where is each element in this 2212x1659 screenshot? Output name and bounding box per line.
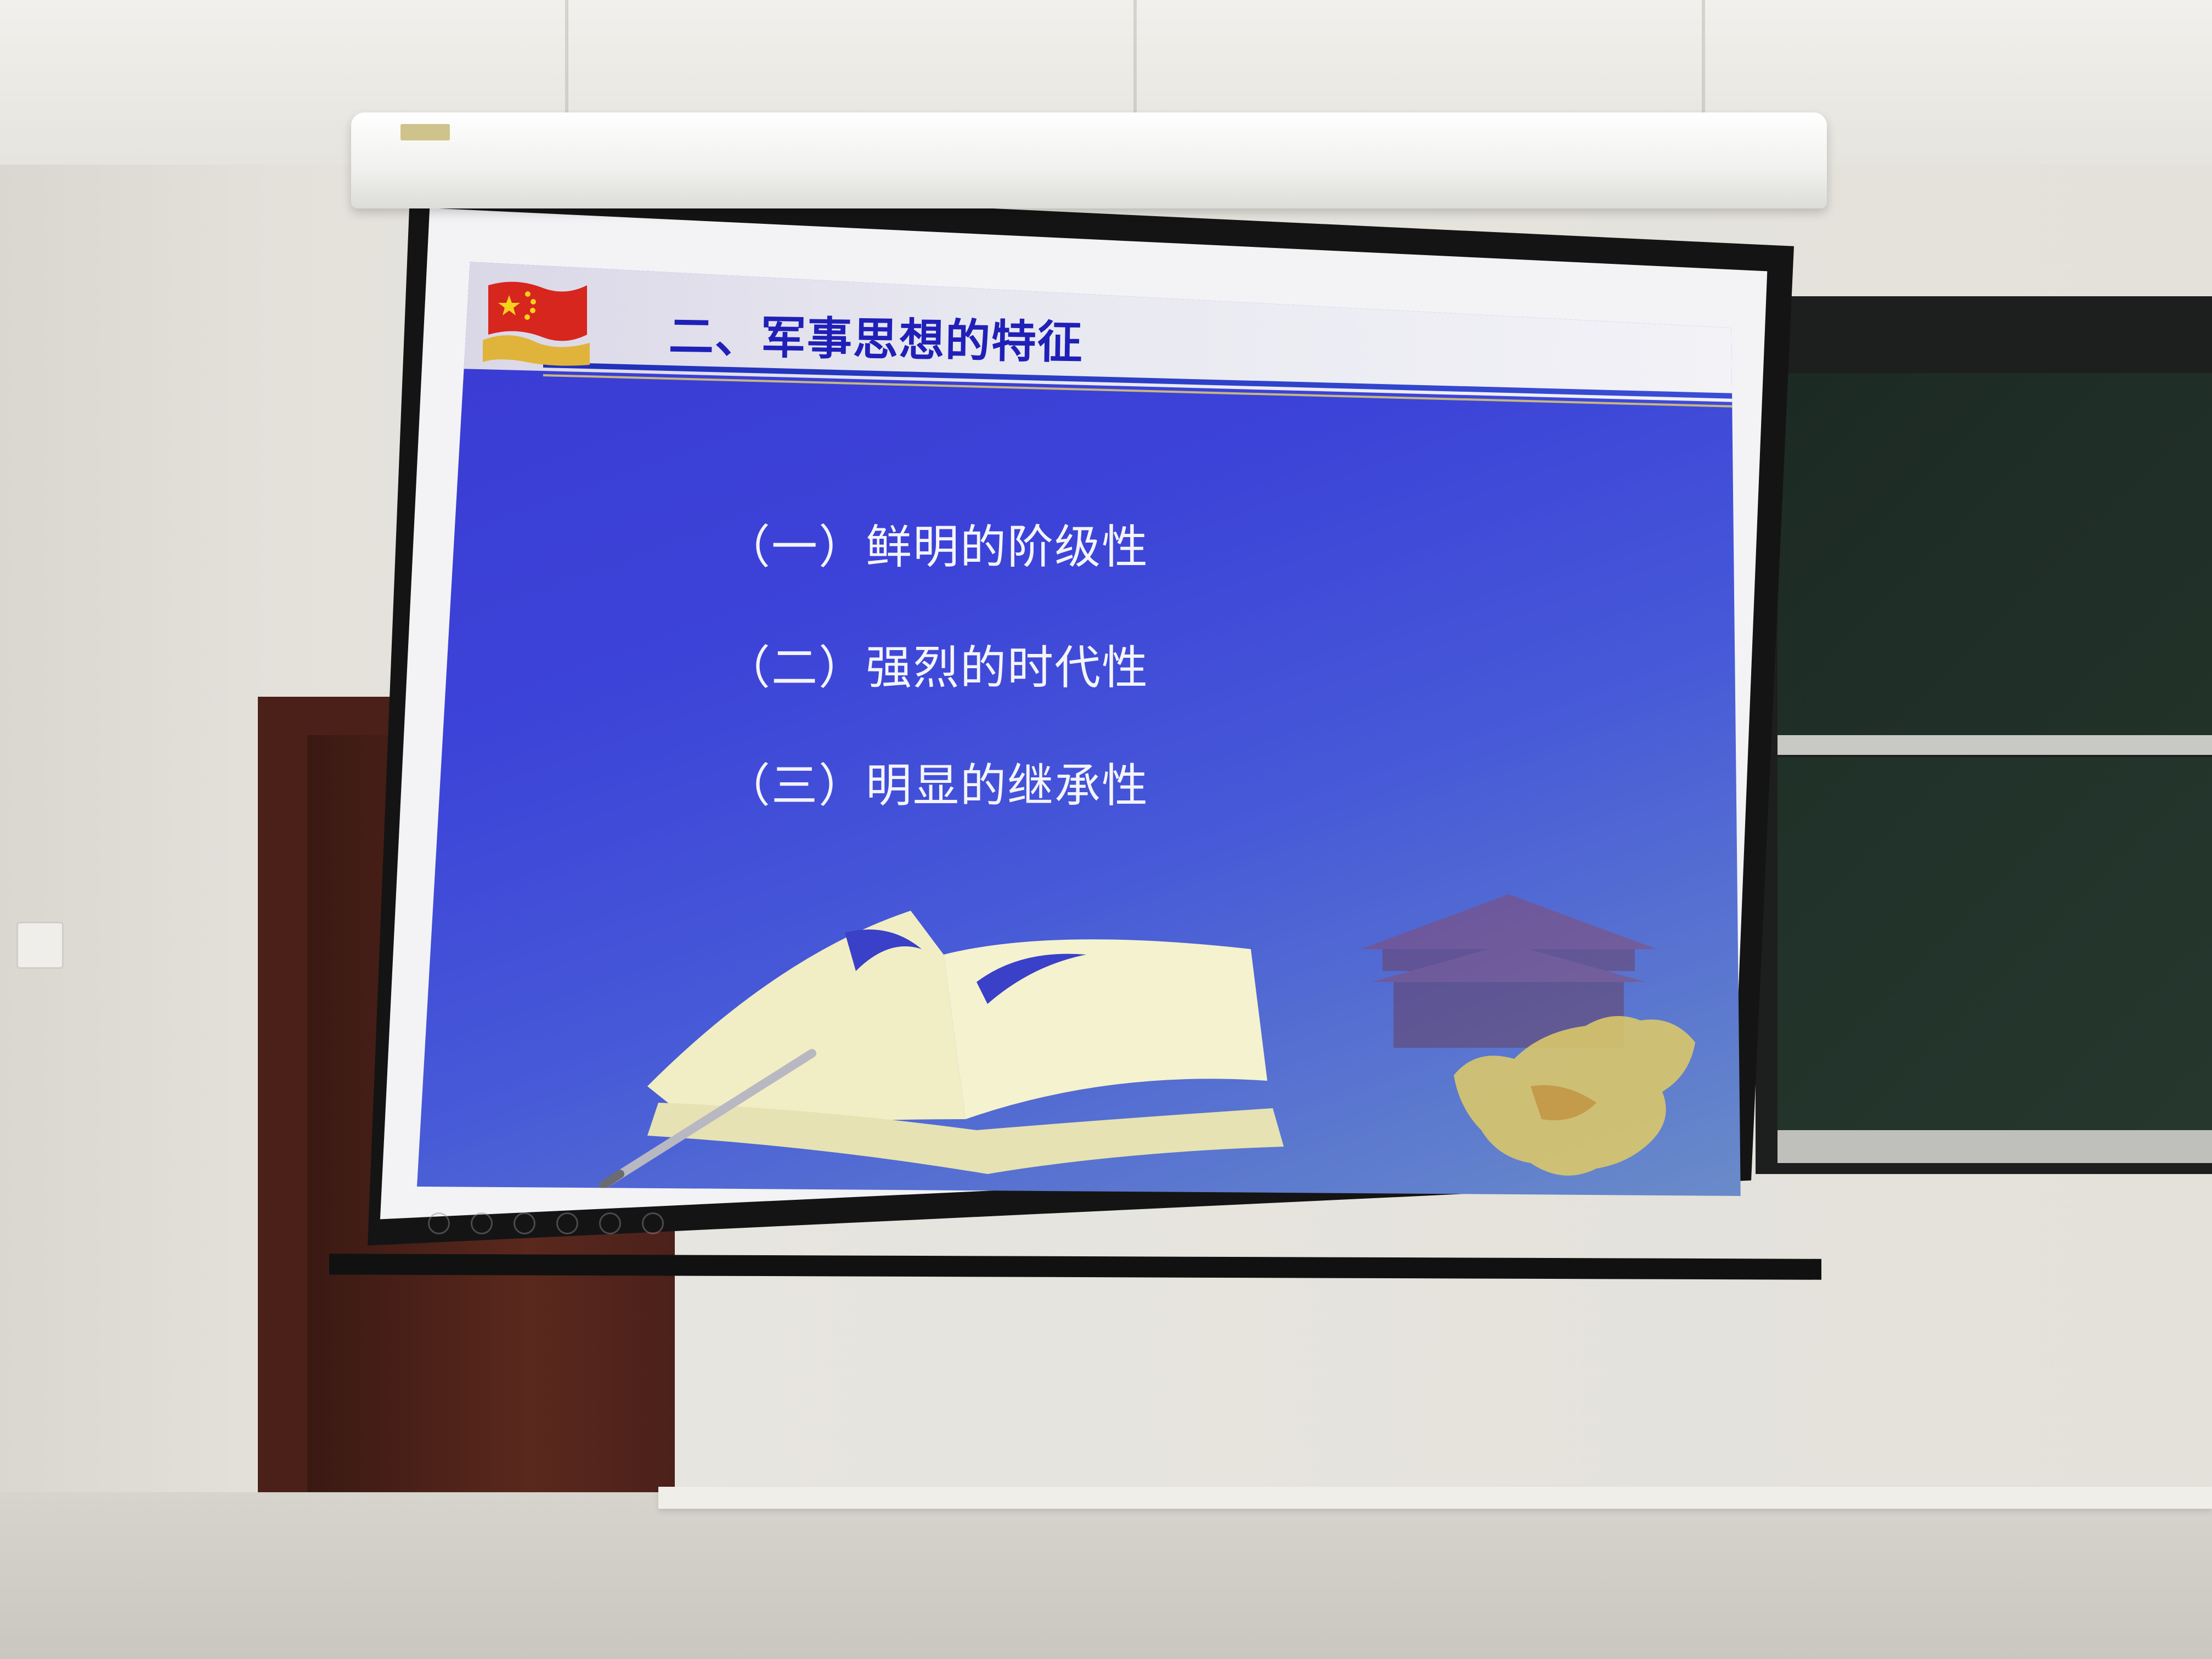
floor bbox=[0, 1492, 2212, 1659]
bullet-item-2: （二）强烈的时代性 bbox=[724, 641, 1149, 695]
blackboard-upper-panel bbox=[1778, 373, 2212, 735]
slide-title: 二、军事思想的特征 bbox=[668, 310, 1084, 369]
next-slide-icon[interactable] bbox=[471, 1212, 493, 1234]
pen-icon[interactable] bbox=[514, 1212, 535, 1234]
pencil-illustration bbox=[599, 1049, 816, 1189]
screen-housing-label bbox=[400, 124, 450, 140]
blackboard-lower-panel bbox=[1778, 757, 2212, 1130]
bullet-item-3: （三）明显的继承性 bbox=[724, 759, 1149, 812]
bullet-item-1: （一）鲜明的阶级性 bbox=[724, 520, 1149, 574]
slideshow-controls[interactable] bbox=[428, 1207, 680, 1240]
open-book-illustration bbox=[599, 911, 1284, 1189]
zoom-icon[interactable] bbox=[599, 1212, 621, 1234]
china-map-illustration bbox=[1454, 1016, 1695, 1176]
chinese-flag-icon bbox=[483, 281, 590, 366]
blackboard-rail bbox=[1778, 735, 2212, 755]
more-options-icon[interactable] bbox=[642, 1212, 664, 1234]
chalk-tray bbox=[1778, 1130, 2212, 1163]
previous-slide-icon[interactable] bbox=[428, 1212, 450, 1234]
presentation-slide: 二、军事思想的特征 （一）鲜明的阶级性 （二）强烈的时代性 （三）明显的继承性 bbox=[417, 262, 1741, 1196]
menu-icon[interactable] bbox=[556, 1212, 578, 1234]
wall-outlet bbox=[16, 922, 64, 969]
floor-step bbox=[658, 1487, 2212, 1509]
projector-screen-housing bbox=[351, 112, 1827, 208]
